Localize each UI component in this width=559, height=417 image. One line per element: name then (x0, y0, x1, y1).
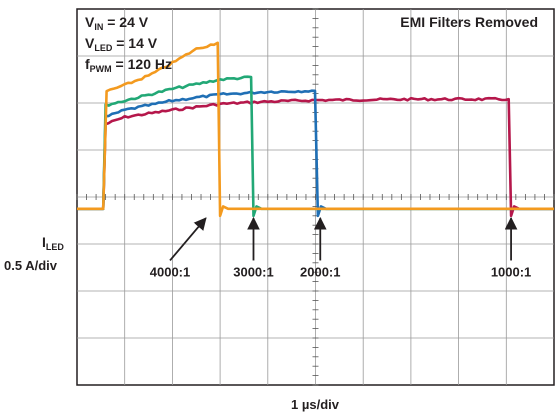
trace-4000-1 (77, 41, 554, 218)
condition-vled: VLED = 14 V (85, 35, 158, 53)
arrow-line (169, 217, 207, 262)
ratio-label: 2000:1 (300, 264, 340, 279)
y-axis-label: ILED 0.5 A/div (4, 234, 64, 273)
ratio-label: 1000:1 (491, 264, 531, 279)
trace-2000-1 (77, 89, 554, 218)
ratio-label: 4000:1 (150, 264, 190, 279)
grid (76, 8, 555, 386)
trace-1000-1 (77, 96, 554, 218)
condition-vin: VIN = 24 V (85, 14, 149, 32)
arrow-3000-1: 3000:1 (233, 216, 274, 279)
traces (77, 41, 554, 218)
y-axis-scale: 0.5 A/div (4, 258, 58, 273)
x-axis-label: 1 µs/div (291, 397, 340, 412)
arrow-4000-1: 4000:1 (150, 217, 207, 279)
conditions-block: VIN = 24 V VLED = 14 V fPWM = 120 Hz (85, 14, 172, 74)
ratio-label: 3000:1 (233, 264, 273, 279)
arrow-2000-1: 2000:1 (300, 216, 341, 279)
annotation-title: EMI Filters Removed (400, 14, 538, 30)
y-axis-symbol: ILED (42, 234, 64, 252)
arrow-1000-1: 1000:1 (491, 216, 531, 279)
trace-3000-1 (77, 75, 554, 218)
arrows: 4000:1 3000:1 2000:1 1000:1 (150, 216, 531, 279)
condition-fpwm: fPWM = 120 Hz (85, 56, 172, 74)
